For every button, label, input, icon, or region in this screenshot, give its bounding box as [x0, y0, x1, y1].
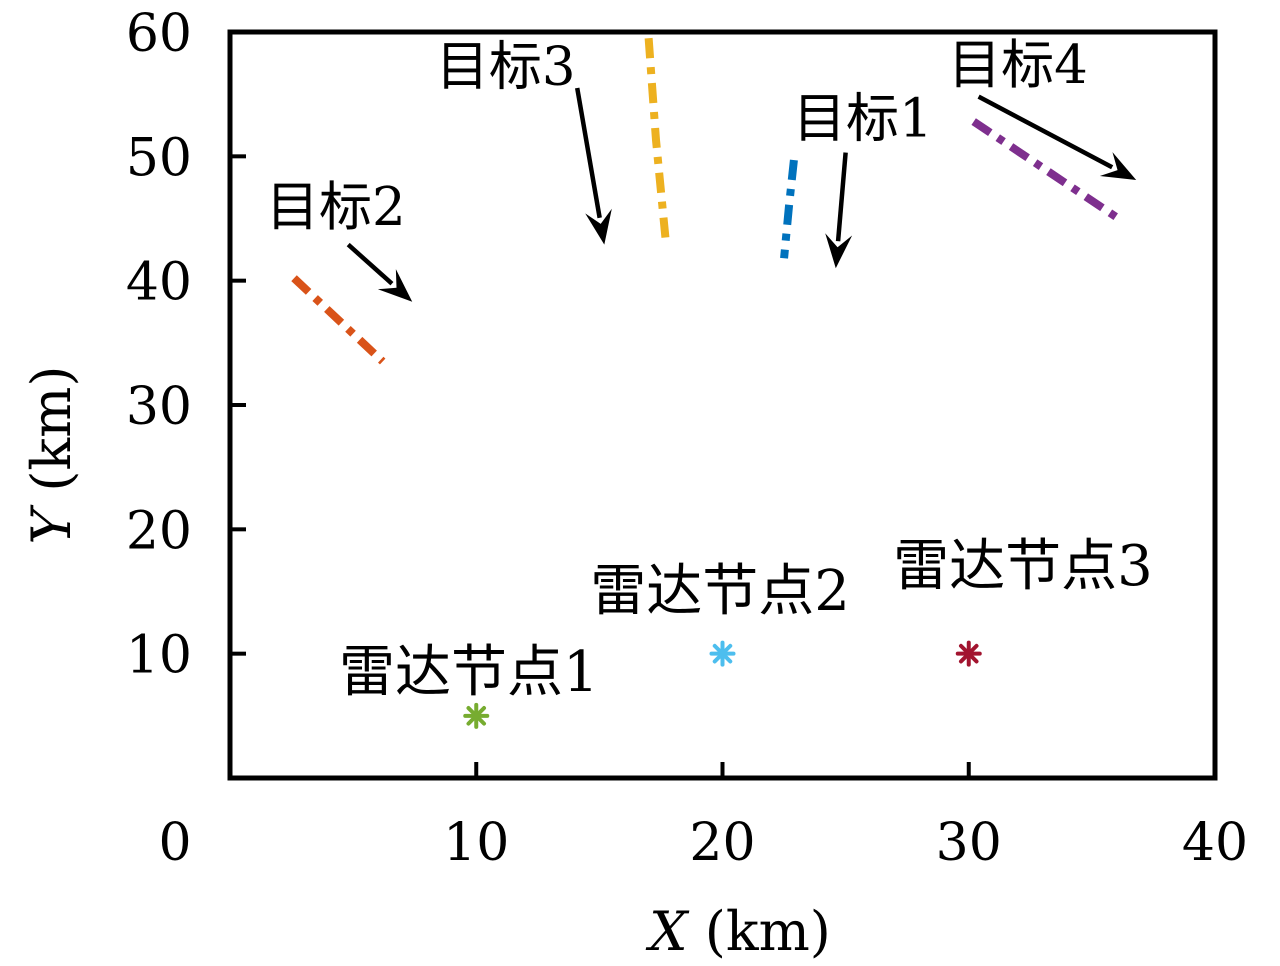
target-3-trajectory: [644, 37, 670, 243]
x-tick-label: 30: [936, 813, 1002, 873]
radar-node-1-label: 雷达节点1: [339, 640, 599, 705]
target-4-trajectory: [971, 118, 1119, 221]
target-4-label: 目标4: [948, 35, 1088, 96]
y-tick-label: 30: [126, 377, 192, 437]
target-1-trajectory: [780, 159, 798, 259]
target-3-label: 目标3: [436, 36, 576, 97]
radar-node-3-label: 雷达节点3: [893, 534, 1153, 599]
asterisk-spoke: [466, 706, 487, 726]
target-4-arrow: [977, 94, 1137, 180]
asterisk-spoke: [712, 643, 733, 664]
target-3-arrow-shaft: [574, 87, 602, 219]
target-3-arrow-head: [585, 208, 612, 245]
x-tick-label: 0: [158, 813, 191, 873]
radar-node-1-marker: [463, 702, 490, 729]
x-tick-label: 40: [1182, 813, 1248, 873]
target-2-label: 目标2: [266, 177, 406, 238]
y-tick-label: 50: [126, 128, 192, 188]
y-axis-label: Y (km): [20, 366, 83, 545]
x-tick-label: 20: [689, 813, 755, 873]
radar-node-2-marker: [709, 640, 736, 667]
target-1-arrow: [825, 152, 853, 269]
y-tick-label: 20: [126, 501, 192, 561]
radar-node-3-marker: [955, 640, 982, 667]
x-axis-label: X (km): [645, 900, 831, 963]
target-2-arrow-shaft: [346, 242, 394, 286]
target-4-arrow-shaft: [977, 94, 1114, 170]
x-tick-label: 10: [443, 813, 509, 873]
target-1-arrow-head: [825, 233, 853, 269]
target-2-arrow: [346, 242, 413, 302]
target-2-trajectory: [291, 275, 386, 365]
y-tick-label: 10: [126, 626, 192, 686]
target-2-arrow-head: [377, 269, 413, 302]
y-tick-label: 60: [126, 4, 192, 64]
asterisk-spoke: [958, 643, 979, 664]
y-tick-label: 40: [126, 253, 192, 313]
target-4-arrow-head: [1099, 152, 1137, 180]
target-3-arrow: [574, 87, 612, 245]
target-1-label: 目标1: [793, 89, 933, 150]
radar-node-2-label: 雷达节点2: [590, 559, 850, 624]
target-1-arrow-shaft: [835, 152, 848, 242]
